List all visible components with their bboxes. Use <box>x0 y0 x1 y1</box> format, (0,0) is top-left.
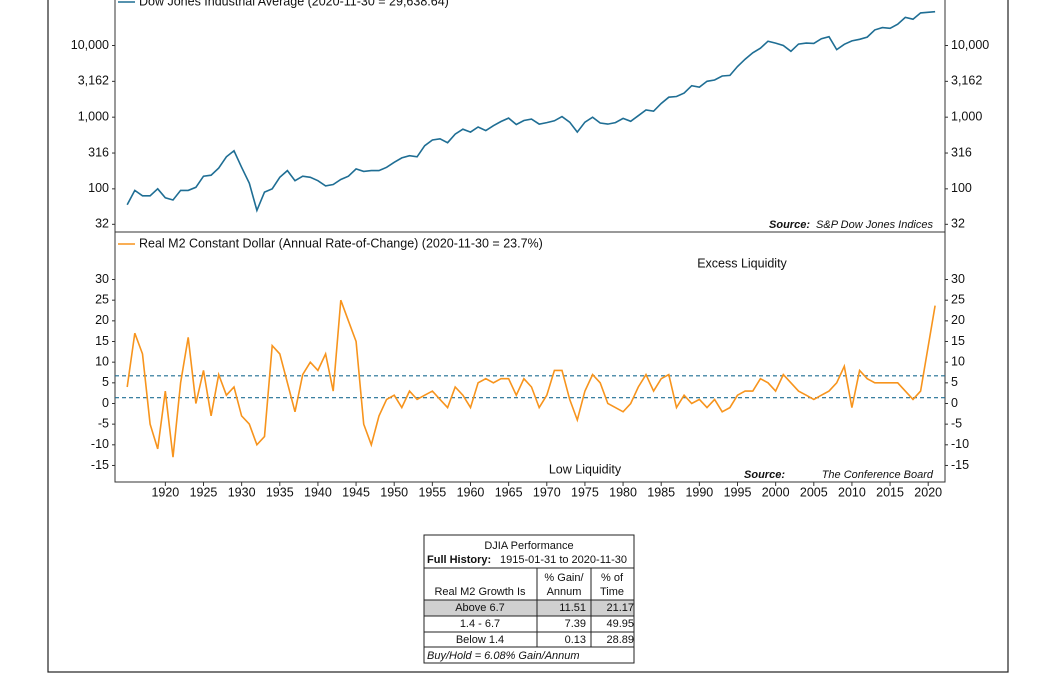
y-tick-label: 10 <box>95 354 109 368</box>
x-tick-label: 2005 <box>800 485 828 499</box>
table-cell: 28.89 <box>606 634 634 646</box>
table-header: % Gain/ <box>544 572 584 584</box>
table-cell: 7.39 <box>565 618 586 630</box>
y-tick-label: -10 <box>951 437 969 451</box>
y-tick-label: 20 <box>951 313 965 327</box>
y-tick-label: 25 <box>951 292 965 306</box>
y-tick-label: 1,000 <box>951 109 982 123</box>
y-tick-label: 25 <box>95 292 109 306</box>
x-tick-label: 1975 <box>571 485 599 499</box>
x-tick-label: 2015 <box>876 485 904 499</box>
legend-entry: Dow Jones Industrial Average (2020-11-30… <box>139 0 449 8</box>
y-tick-label: 316 <box>951 145 972 159</box>
x-tick-label: 2010 <box>838 485 866 499</box>
x-tick-label: 1995 <box>724 485 752 499</box>
plot-frame <box>114 0 946 483</box>
table-frame <box>423 534 635 664</box>
x-tick-label: 1945 <box>342 485 370 499</box>
x-tick-label: 1980 <box>609 485 637 499</box>
y-tick-label: 316 <box>88 145 109 159</box>
table-footer: Buy/Hold = 6.08% Gain/Annum <box>427 650 580 662</box>
frame <box>47 0 1009 673</box>
y-tick-label: 32 <box>951 217 965 231</box>
annotation: Low Liquidity <box>549 462 622 476</box>
x-tick-label: 1965 <box>495 485 523 499</box>
table-header: Time <box>600 586 624 598</box>
table-cell: 0.13 <box>565 634 586 646</box>
y-tick-label: 5 <box>951 375 958 389</box>
y-tick-label: 0 <box>951 396 958 410</box>
table-header: % of <box>601 572 624 584</box>
x-tick-label: 1970 <box>533 485 561 499</box>
y-tick-label: -5 <box>951 416 962 430</box>
legend-entry: Real M2 Constant Dollar (Annual Rate-of-… <box>139 236 543 250</box>
y-tick-label: 30 <box>95 272 109 286</box>
y-tick-label: 100 <box>88 181 109 195</box>
table-title: DJIA Performance <box>484 540 573 552</box>
y-tick-label: 20 <box>95 313 109 327</box>
x-tick-label: 1930 <box>228 485 256 499</box>
table-header: Annum <box>547 586 582 598</box>
y-tick-label: 3,162 <box>951 74 982 88</box>
table-text: 1915-01-31 to 2020-11-30 <box>500 554 627 566</box>
x-tick-label: 1940 <box>304 485 332 499</box>
y-tick-label: -15 <box>91 458 109 472</box>
y-tick-label: 30 <box>951 272 965 286</box>
y-tick-label: 0 <box>102 396 109 410</box>
table-cell: 1.4 - 6.7 <box>460 618 500 630</box>
table-cell: Below 1.4 <box>456 634 504 646</box>
table-cell: 11.51 <box>559 602 586 614</box>
x-tick-label: 2000 <box>762 485 790 499</box>
y-tick-label: 15 <box>951 334 965 348</box>
y-tick-label: -5 <box>98 416 109 430</box>
table-cell: 21.17 <box>606 602 634 614</box>
y-tick-label: 1,000 <box>78 109 109 123</box>
y-tick-label: 3,162 <box>78 74 109 88</box>
source-label: Source: <box>744 469 785 481</box>
x-tick-label: 1990 <box>685 485 713 499</box>
table: DJIA Performance Full History: 1915-01-3… <box>423 534 635 664</box>
x-tick-label: 1925 <box>190 485 218 499</box>
data-line <box>126 10 936 213</box>
x-tick-label: 2020 <box>914 485 942 499</box>
y-tick-label: -15 <box>951 458 969 472</box>
x-tick-label: 1935 <box>266 485 294 499</box>
x-tick-label: 1985 <box>647 485 675 499</box>
x-tick-label: 1950 <box>380 485 408 499</box>
source: S&P Dow Jones Indices <box>816 219 933 231</box>
y-tick-label: -10 <box>91 437 109 451</box>
y-tick-label: 15 <box>95 334 109 348</box>
y-tick-label: 32 <box>95 217 109 231</box>
table-label: Full History: <box>427 554 491 566</box>
y-tick-label: 100 <box>951 181 972 195</box>
highlight-row <box>423 599 635 617</box>
x-tick-label: 1955 <box>418 485 446 499</box>
y-tick-label: 10,000 <box>71 38 109 52</box>
y-tick-label: 5 <box>102 375 109 389</box>
y-tick-label: 10,000 <box>951 38 989 52</box>
table-cell: Above 6.7 <box>455 602 505 614</box>
source: The Conference Board <box>822 469 934 481</box>
x-tick-label: 1960 <box>457 485 485 499</box>
annotation: Excess Liquidity <box>697 256 787 270</box>
source-label: Source: <box>769 219 810 231</box>
x-tick-label: 1920 <box>151 485 179 499</box>
table-cell: 49.95 <box>606 618 634 630</box>
data-line <box>126 299 936 458</box>
y-tick-label: 10 <box>951 354 965 368</box>
table-header: Real M2 Growth Is <box>434 586 526 598</box>
